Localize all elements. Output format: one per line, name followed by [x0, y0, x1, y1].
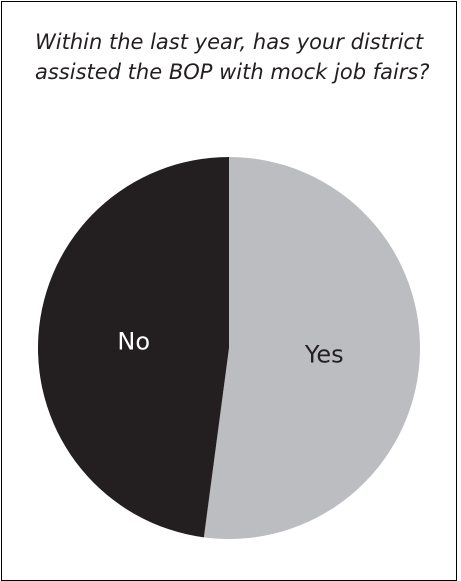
slice-label-no: No [117, 328, 150, 356]
pie-chart: Yes No [37, 157, 420, 539]
slice-label-yes: Yes [304, 340, 344, 368]
chart-title: Within the last year, has your district … [35, 30, 430, 84]
pie-labels: Yes No [117, 328, 343, 369]
pie-slice-yes [203, 157, 420, 539]
pie-slices [37, 157, 420, 539]
pie-slice-no [37, 157, 229, 538]
